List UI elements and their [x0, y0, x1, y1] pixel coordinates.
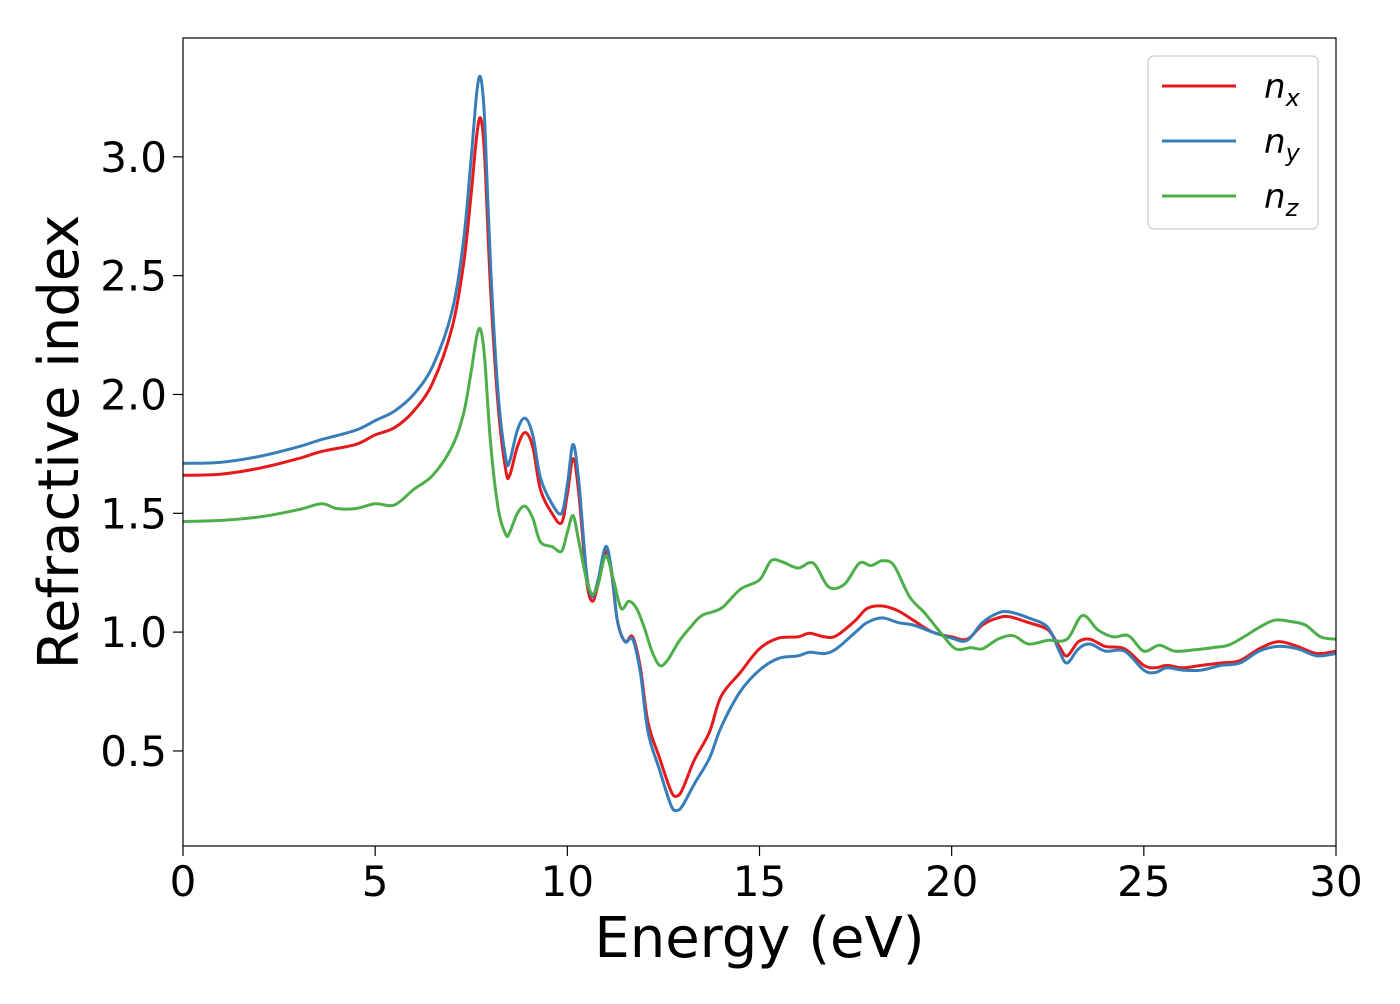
series-line-n-x	[183, 116, 1336, 798]
y-tick-label: 2.5	[100, 252, 167, 301]
legend-label-x: nx	[1264, 67, 1301, 112]
x-axis-title: Energy (eV)	[594, 906, 924, 971]
series-line-n-y	[183, 74, 1336, 813]
y-tick-label: 0.5	[100, 727, 167, 776]
y-tick-label: 3.0	[100, 133, 167, 182]
x-tick-label: 10	[541, 857, 594, 906]
x-tick-label: 20	[925, 857, 978, 906]
series-layer	[183, 74, 1336, 813]
x-tick-label: 30	[1309, 857, 1362, 906]
y-tick-label: 1.5	[100, 489, 167, 538]
y-axis-title: Refractive index	[27, 215, 92, 670]
series-line-n-z	[183, 326, 1336, 668]
legend-label-y: ny	[1264, 122, 1301, 167]
y-tick-label: 1.0	[100, 608, 167, 657]
y-tick-label: 2.0	[100, 370, 167, 419]
legend: nx ny nz	[1147, 55, 1319, 230]
y-axis: 0.5 1.0 1.5 2.0 2.5 3.0	[100, 133, 183, 776]
x-tick-label: 25	[1117, 857, 1170, 906]
x-tick-label: 0	[170, 857, 197, 906]
x-tick-label: 15	[733, 857, 786, 906]
x-tick-label: 5	[362, 857, 389, 906]
legend-label-z: nz	[1264, 177, 1300, 222]
x-axis: 0 5 10 15 20 25 30	[170, 846, 1363, 906]
